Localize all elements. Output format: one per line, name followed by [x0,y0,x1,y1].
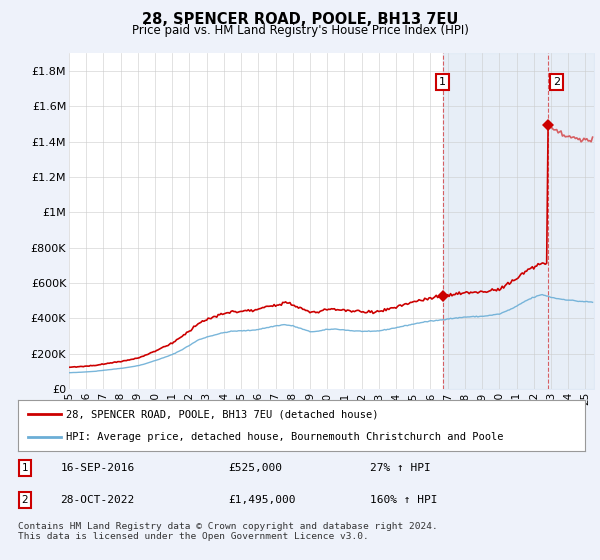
Text: 28, SPENCER ROAD, POOLE, BH13 7EU: 28, SPENCER ROAD, POOLE, BH13 7EU [142,12,458,27]
Text: 1: 1 [22,463,28,473]
Text: 28, SPENCER ROAD, POOLE, BH13 7EU (detached house): 28, SPENCER ROAD, POOLE, BH13 7EU (detac… [66,409,379,419]
Text: £525,000: £525,000 [228,463,282,473]
Text: HPI: Average price, detached house, Bournemouth Christchurch and Poole: HPI: Average price, detached house, Bour… [66,432,503,442]
Text: 28-OCT-2022: 28-OCT-2022 [61,495,135,505]
Text: 1: 1 [439,77,446,87]
Text: Contains HM Land Registry data © Crown copyright and database right 2024.
This d: Contains HM Land Registry data © Crown c… [18,522,438,542]
Text: Price paid vs. HM Land Registry's House Price Index (HPI): Price paid vs. HM Land Registry's House … [131,24,469,36]
Text: 27% ↑ HPI: 27% ↑ HPI [370,463,430,473]
Text: 2: 2 [553,77,560,87]
Text: 2: 2 [22,495,28,505]
Text: 160% ↑ HPI: 160% ↑ HPI [370,495,437,505]
Text: 16-SEP-2016: 16-SEP-2016 [61,463,135,473]
Text: £1,495,000: £1,495,000 [228,495,295,505]
